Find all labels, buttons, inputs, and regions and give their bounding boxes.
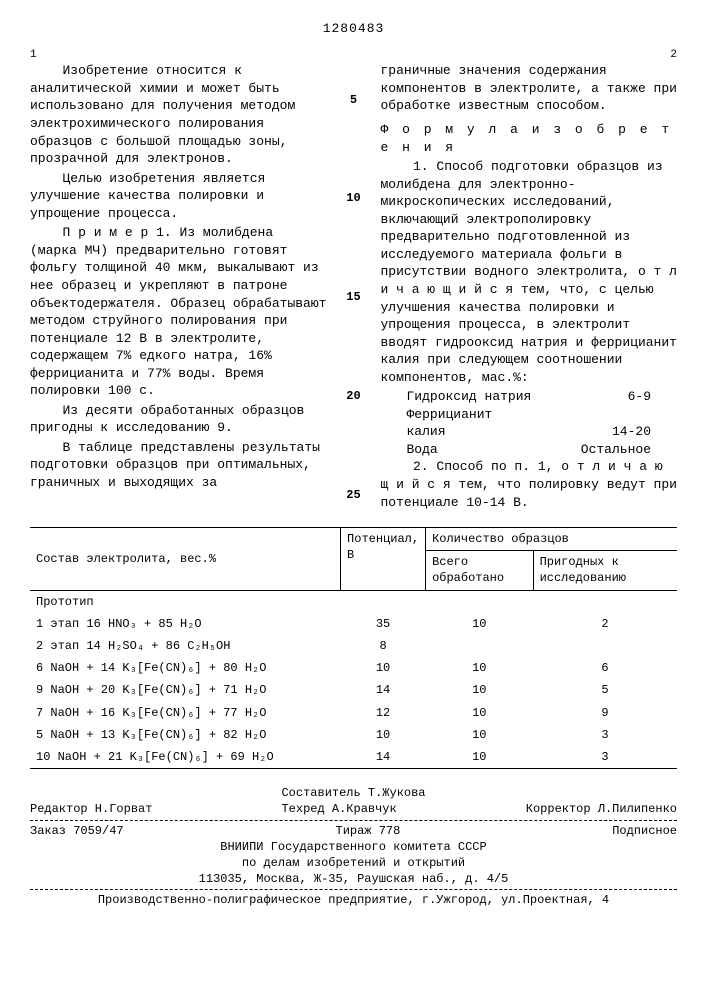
cell-good: 3	[533, 746, 677, 769]
claim-2: 2. Способ по п. 1, о т л и ч а ю щ и й с…	[381, 458, 678, 511]
line-num: 20	[345, 388, 363, 404]
comp-label: Феррицианит	[407, 406, 678, 424]
th-total: Всего обработано	[426, 551, 534, 590]
tirage: Тираж 778	[336, 823, 401, 839]
footer-block: Составитель Т.Жукова Редактор Н.Горват Т…	[30, 785, 677, 908]
left-column: 1 Изобретение относится к аналитической …	[30, 48, 327, 514]
cell-pot: 14	[341, 679, 426, 701]
right-column: 2 граничные значения содержания компонен…	[381, 48, 678, 514]
claim-1: 1. Способ подготовки образцов из молибде…	[381, 158, 678, 386]
cell-pot: 35	[341, 613, 426, 635]
cell-good: 3	[533, 724, 677, 746]
cell-comp: 1 этап 16 HNO₃ + 85 H₂O	[30, 613, 341, 635]
cell-pot: 14	[341, 746, 426, 769]
cell-comp: 9 NaOH + 20 K₃[Fe(CN)₆] + 71 H₂O	[30, 679, 341, 701]
formula-title: Ф о р м у л а и з о б р е т е н и я	[381, 121, 678, 156]
comp-label: калия	[407, 423, 446, 441]
compiler: Составитель Т.Жукова	[30, 785, 677, 801]
cell-comp: 5 NaOH + 13 K₃[Fe(CN)₆] + 82 H₂O	[30, 724, 341, 746]
doc-number: 1280483	[30, 20, 677, 38]
comp-label: Гидроксид натрия	[407, 388, 532, 406]
results-table: Состав электролита, вес.% Потенциал, В К…	[30, 527, 677, 769]
comp-value: Остальное	[581, 441, 651, 459]
cell-good	[533, 635, 677, 657]
table-row: 10 NaOH + 21 K₃[Fe(CN)₆] + 69 H₂O14103	[30, 746, 677, 769]
cell-comp: 2 этап 14 H₂SO₄ + 86 C₂H₅OH	[30, 635, 341, 657]
table-row: 6 NaOH + 14 K₃[Fe(CN)₆] + 80 H₂O10106	[30, 657, 677, 679]
corrector: Корректор Л.Пилипенко	[526, 801, 677, 817]
component-row: Гидроксид натрия 6-9	[407, 388, 678, 406]
para-table-intro: В таблице представлены результаты подгот…	[30, 439, 327, 492]
component-list: Гидроксид натрия 6-9 Феррицианит калия 1…	[407, 388, 678, 458]
table-row: 9 NaOH + 20 K₃[Fe(CN)₆] + 71 H₂O14105	[30, 679, 677, 701]
cell-total	[426, 635, 534, 657]
th-good: Пригодных к исследованию	[533, 551, 677, 590]
cell-comp: 6 NaOH + 14 K₃[Fe(CN)₆] + 80 H₂O	[30, 657, 341, 679]
cell-total: 10	[426, 613, 534, 635]
table-row: 1 этап 16 HNO₃ + 85 H₂O35102	[30, 613, 677, 635]
cell-pot: 10	[341, 657, 426, 679]
left-col-num: 1	[30, 48, 327, 63]
cell-good: 5	[533, 679, 677, 701]
printer-info: Производственно-полиграфическое предприя…	[30, 892, 677, 908]
cell-total: 10	[426, 657, 534, 679]
editor: Редактор Н.Горват	[30, 801, 152, 817]
para-goal: Целью изобретения является улучшение кач…	[30, 170, 327, 223]
line-num: 15	[345, 289, 363, 305]
th-samples: Количество образцов	[426, 528, 677, 551]
component-row: калия 14-20	[407, 423, 678, 441]
cell-good: 6	[533, 657, 677, 679]
two-column-body: 1 Изобретение относится к аналитической …	[30, 48, 677, 514]
org-name-2: по делам изобретений и открытий	[30, 855, 677, 871]
line-num: 25	[345, 487, 363, 503]
cell-pot: 12	[341, 702, 426, 724]
cell-total: 10	[426, 679, 534, 701]
th-potential: Потенциал, В	[341, 528, 426, 591]
cell-total: 10	[426, 746, 534, 769]
techred: Техред А.Кравчук	[281, 801, 396, 817]
cell-total: 10	[426, 724, 534, 746]
component-row: Вода Остальное	[407, 441, 678, 459]
divider	[30, 889, 677, 890]
table-row: 7 NaOH + 16 K₃[Fe(CN)₆] + 77 H₂O12109	[30, 702, 677, 724]
org-address: 113035, Москва, Ж-35, Раушская наб., д. …	[30, 871, 677, 887]
para-intro: Изобретение относится к аналитической хи…	[30, 62, 327, 167]
cell-pot: 10	[341, 724, 426, 746]
cell-comp: 10 NaOH + 21 K₃[Fe(CN)₆] + 69 H₂O	[30, 746, 341, 769]
right-col-num: 2	[381, 48, 678, 63]
para-example: П р и м е р 1. Из молибдена (марка МЧ) п…	[30, 224, 327, 399]
podpisnoe: Подписное	[612, 823, 677, 839]
table-row: 5 NaOH + 13 K₃[Fe(CN)₆] + 82 H₂O10103	[30, 724, 677, 746]
row-label: Прототип	[30, 590, 341, 613]
line-num: 10	[345, 190, 363, 206]
line-num: 5	[345, 92, 363, 108]
comp-label: Вода	[407, 441, 438, 459]
org-name: ВНИИПИ Государственного комитета СССР	[30, 839, 677, 855]
table-body: Прототип 1 этап 16 HNO₃ + 85 H₂O35102 2 …	[30, 590, 677, 769]
table-row: 2 этап 14 H₂SO₄ + 86 C₂H₅OH8	[30, 635, 677, 657]
para-continuation: граничные значения содержания компоненто…	[381, 62, 678, 115]
order-num: Заказ 7059/47	[30, 823, 124, 839]
divider	[30, 820, 677, 821]
comp-value: 6-9	[628, 388, 651, 406]
cell-comp: 7 NaOH + 16 K₃[Fe(CN)₆] + 77 H₂O	[30, 702, 341, 724]
cell-pot: 8	[341, 635, 426, 657]
cell-total: 10	[426, 702, 534, 724]
table-row: Прототип	[30, 590, 677, 613]
line-number-gutter: 5 10 15 20 25	[345, 48, 363, 514]
th-composition: Состав электролита, вес.%	[30, 528, 341, 591]
cell-good: 2	[533, 613, 677, 635]
para-result: Из десяти обработанных образцов пригодны…	[30, 402, 327, 437]
cell-good: 9	[533, 702, 677, 724]
comp-value: 14-20	[612, 423, 651, 441]
